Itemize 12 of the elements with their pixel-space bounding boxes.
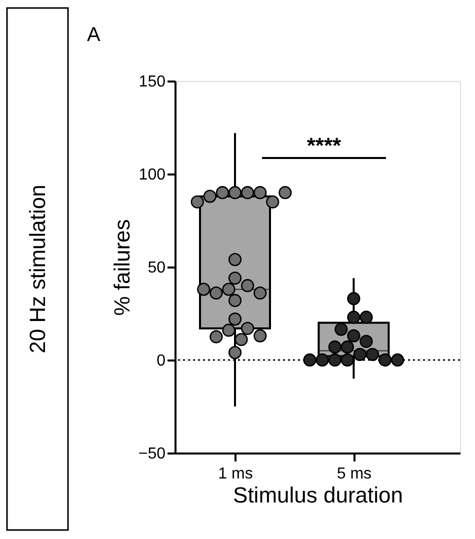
y-tick-label: 0 [156,352,166,370]
x-axis-title: Stimulus duration [233,482,403,508]
y-tick-label: −50 [138,446,166,462]
y-tick-label: 150 [138,74,166,90]
y-tick-label: 50 [148,260,166,276]
chart-title: A [87,24,101,46]
y-axis-title: % failures [109,219,134,316]
x-tick-label: 1 ms [218,466,253,482]
y-tick-label: 100 [138,166,166,184]
x-tick-label: 5 ms [336,466,372,482]
annotation: **** [306,133,342,158]
text: 20 Hz stimulation [25,184,50,354]
